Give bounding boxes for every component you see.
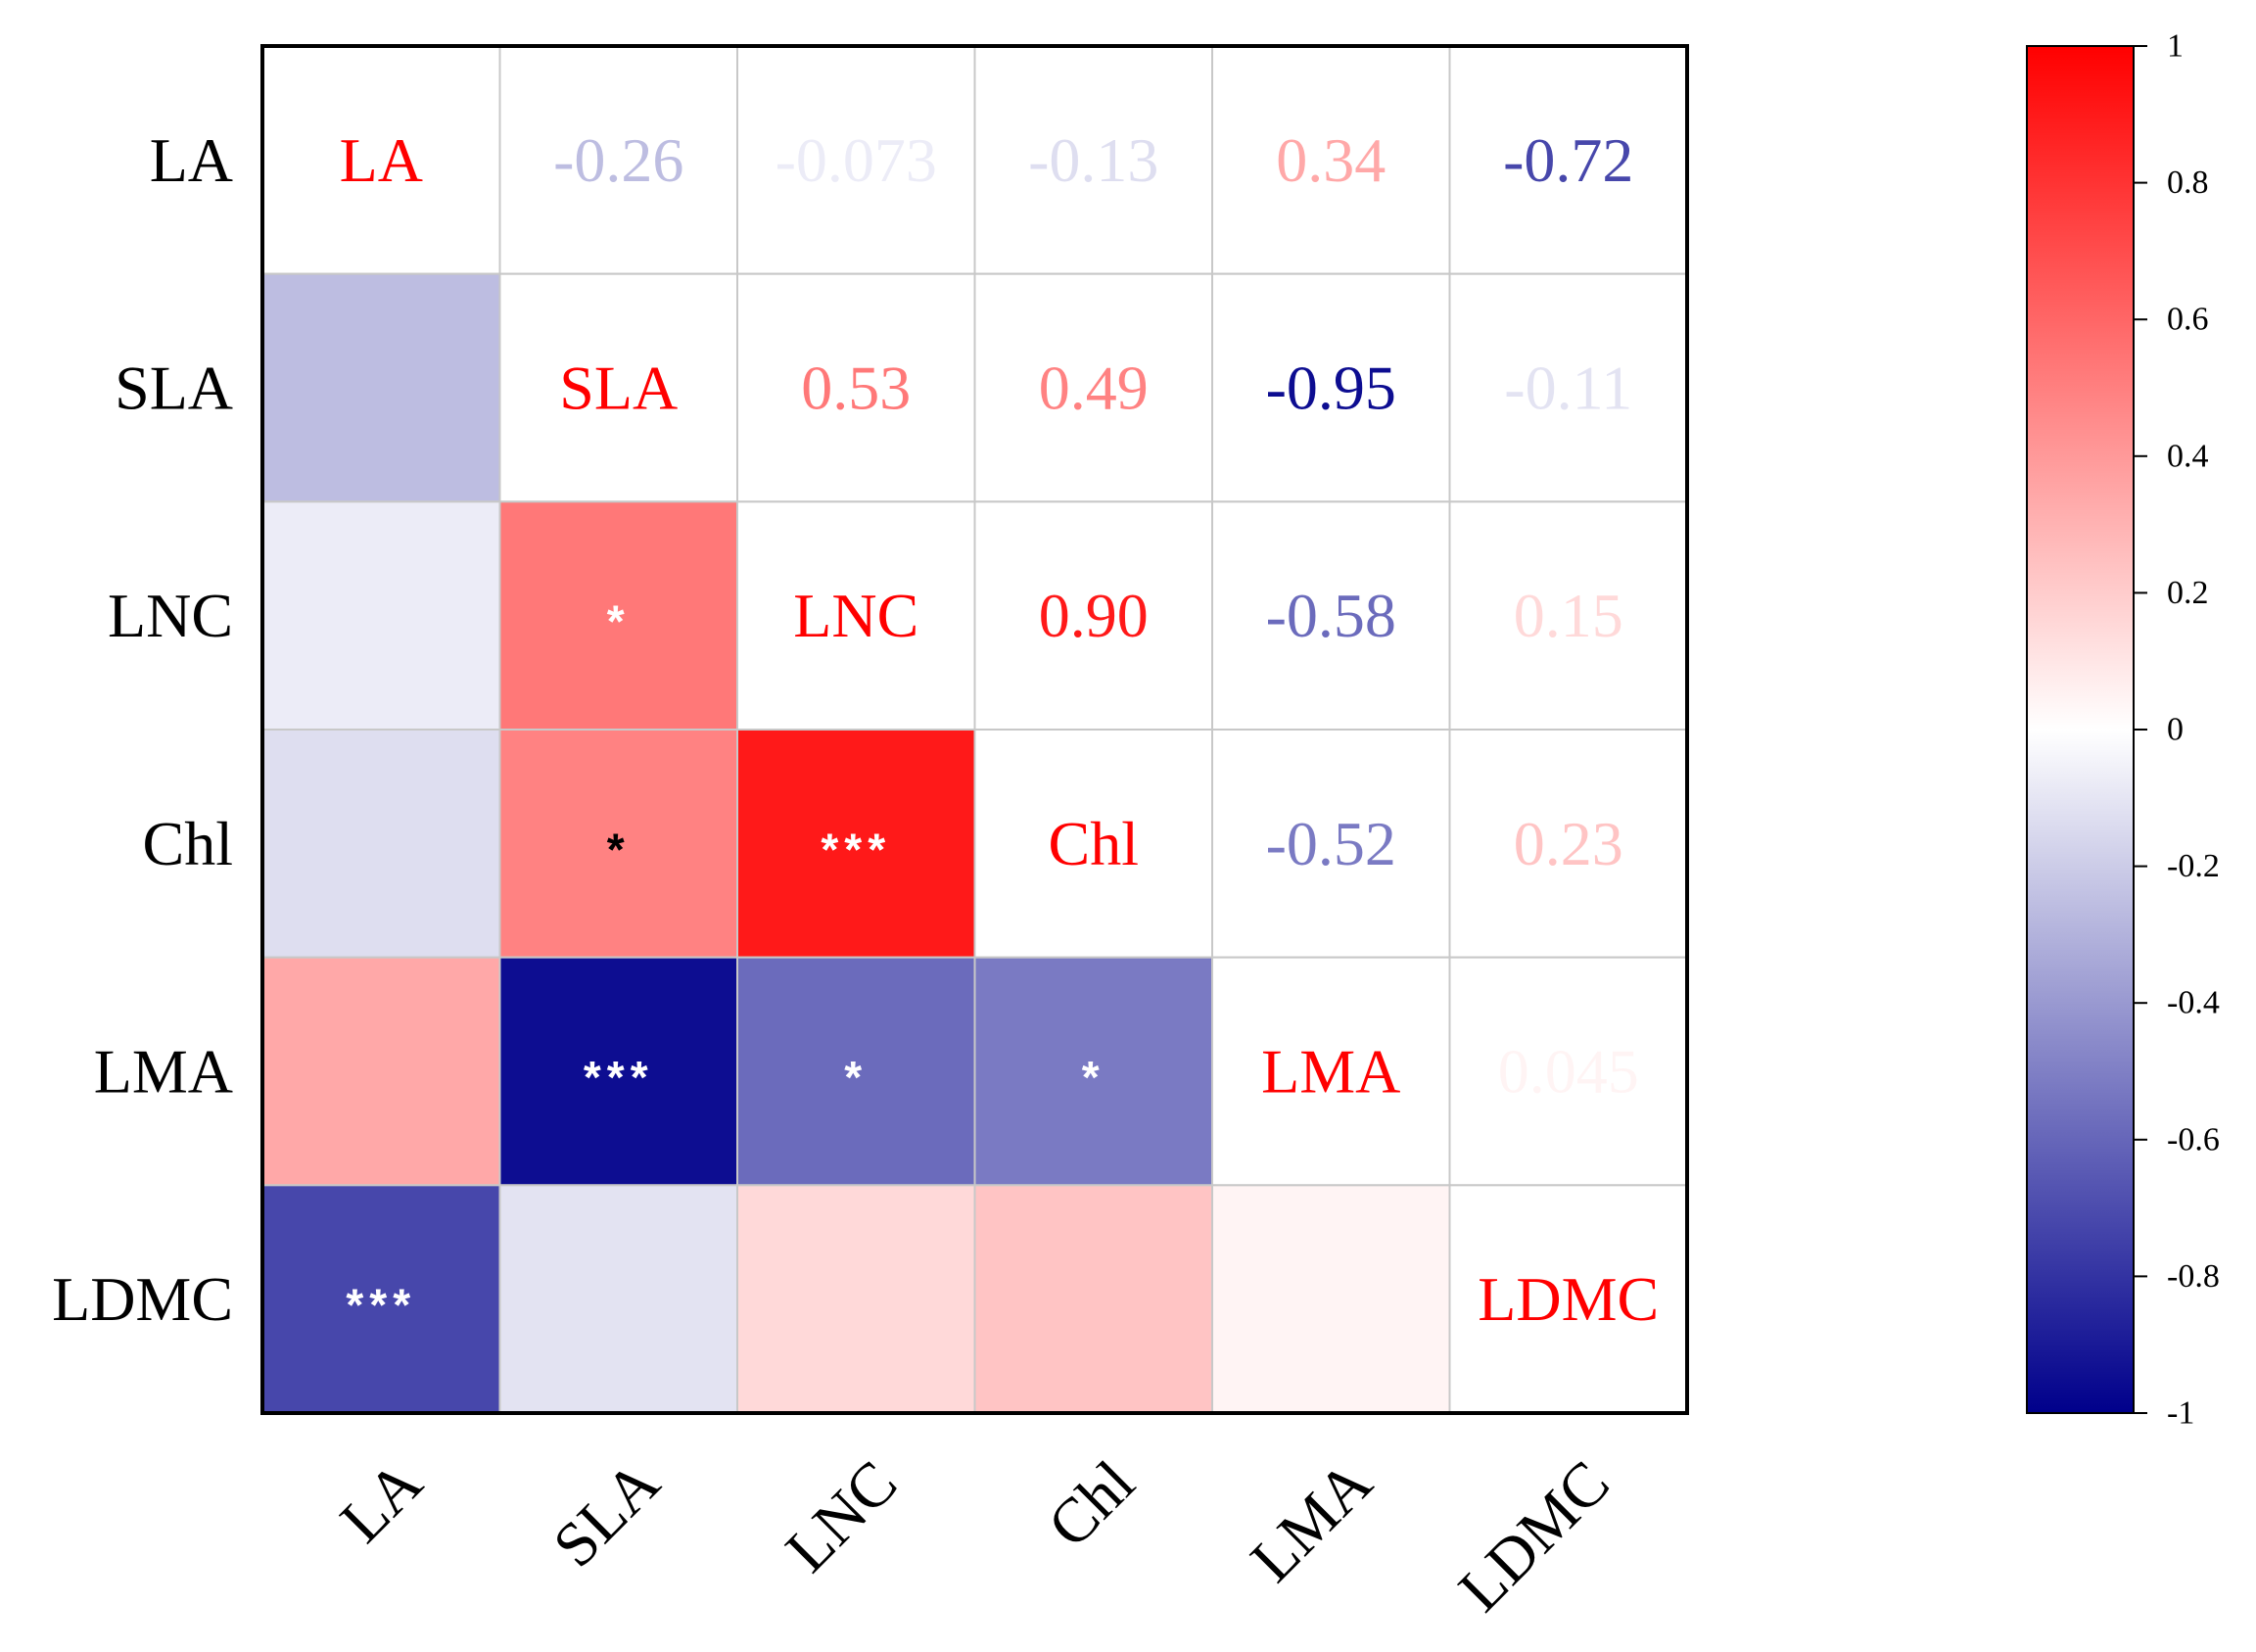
colorbar-gradient	[2026, 45, 2135, 1414]
correlation-value-label: -0.073	[776, 125, 937, 195]
colorbar-tick-label: 0	[2167, 712, 2184, 748]
heatmap-cell	[1211, 956, 1451, 1187]
colorbar-tick-label: 0.6	[2167, 302, 2209, 338]
correlation-value-label: -0.72	[1503, 125, 1633, 195]
correlation-value-label: 0.23	[1514, 809, 1623, 878]
heatmap-cell	[736, 272, 976, 503]
column-label: LNC	[773, 1447, 911, 1585]
row-labels: LA SLA LNC Chl LMA LDMC	[52, 125, 233, 1334]
significance-marker: *	[607, 596, 631, 647]
column-label: Chl	[1034, 1447, 1148, 1561]
row-label: LMA	[94, 1037, 233, 1107]
diagonal-label: LNC	[793, 581, 918, 650]
significance-marker: *	[844, 1052, 868, 1103]
column-label: SLA	[540, 1447, 673, 1581]
diagonal-label: Chl	[1049, 809, 1139, 878]
heatmap-cell	[736, 1184, 976, 1415]
significance-marker: ***	[821, 824, 891, 874]
significance-marker: *	[1082, 1052, 1105, 1103]
significance-marker: ***	[584, 1052, 654, 1103]
colorbar: 1 0.8 0.6 0.4 0.2 0 -0.2 -0.4 -0.6 -0.8 -1	[2026, 28, 2220, 1432]
heatmap-cells	[261, 45, 1688, 1415]
colorbar-tick-label: 0.4	[2167, 438, 2209, 474]
row-label: LDMC	[52, 1264, 233, 1334]
diagonal-label: LMA	[1261, 1037, 1400, 1107]
row-label: Chl	[143, 809, 233, 878]
heatmap-cell	[498, 500, 738, 731]
colorbar-tick-label: -0.6	[2167, 1121, 2220, 1157]
heatmap-cell	[261, 1184, 501, 1415]
correlation-value-label: -0.26	[553, 125, 683, 195]
diagonal-label: SLA	[559, 354, 678, 423]
correlation-value-label: -0.13	[1028, 125, 1158, 195]
diagonal-label: LDMC	[1478, 1264, 1659, 1334]
heatmap-cell	[973, 500, 1213, 731]
heatmap-cell	[1211, 729, 1451, 959]
heatmap-cell	[261, 729, 501, 959]
heatmap-cell	[973, 45, 1213, 275]
correlation-value-label: -0.95	[1266, 354, 1396, 423]
heatmap-cell	[736, 729, 976, 959]
heatmap-cell	[973, 1184, 1213, 1415]
diagonal-label: LA	[340, 125, 423, 195]
row-label: LA	[150, 125, 233, 195]
correlation-value-label: 0.90	[1039, 581, 1149, 650]
column-label: LDMC	[1445, 1447, 1622, 1625]
heatmap-cell	[973, 729, 1213, 959]
heatmap-cell	[1448, 729, 1688, 959]
heatmap-cell	[736, 500, 976, 731]
heatmap-cell	[261, 45, 501, 275]
correlation-value-label: -0.52	[1266, 809, 1396, 878]
heatmap-cell	[1211, 500, 1451, 731]
heatmap-texts: LA -0.26 -0.073 -0.13 0.34 -0.72 SLA 0.53 0.49 -0…	[340, 125, 1660, 1334]
heatmap-cell	[261, 956, 501, 1187]
correlation-value-label: 0.34	[1276, 125, 1386, 195]
significance-marker: ***	[346, 1280, 416, 1331]
heatmap-cell	[498, 956, 738, 1187]
heatmap-cell	[1448, 1184, 1688, 1415]
heatmap-cell	[1448, 45, 1688, 275]
heatmap-cell	[498, 1184, 738, 1415]
heatmap-cell	[1211, 1184, 1451, 1415]
colorbar-tick-label: -0.2	[2167, 848, 2220, 884]
colorbar-tick-label: 0.2	[2167, 575, 2209, 611]
heatmap-cell	[498, 729, 738, 959]
correlation-value-label: 0.53	[801, 354, 911, 423]
heatmap-cell	[1211, 45, 1451, 275]
colorbar-tick-label: 1	[2167, 28, 2184, 65]
row-label: SLA	[115, 354, 233, 423]
colorbar-tick-label: 0.8	[2167, 165, 2209, 201]
correlation-value-label: 0.15	[1514, 581, 1623, 650]
correlation-value-label: 0.045	[1498, 1037, 1639, 1107]
correlation-value-label: 0.49	[1039, 354, 1149, 423]
row-label: LNC	[108, 581, 233, 650]
heatmap-cell	[261, 272, 501, 503]
colorbar-tick-label: -0.8	[2167, 1258, 2220, 1295]
heatmap-cell	[498, 45, 738, 275]
colorbar-tick-label: -0.4	[2167, 985, 2220, 1021]
column-label: LA	[327, 1447, 436, 1556]
plot-frame	[260, 44, 1689, 1415]
column-labels: LA SLA LNC Chl LMA LDMC	[327, 1447, 1622, 1625]
correlation-value-label: -0.58	[1266, 581, 1396, 650]
heatmap-cell	[261, 500, 501, 731]
column-label: LMA	[1238, 1447, 1386, 1595]
heatmap-cell	[736, 956, 976, 1187]
significance-marker: *	[607, 824, 631, 874]
correlation-value-label: -0.11	[1504, 354, 1632, 423]
colorbar-tick-label: -1	[2167, 1395, 2194, 1432]
heatmap-cell	[1448, 500, 1688, 731]
heatmap-cell	[1211, 272, 1451, 503]
